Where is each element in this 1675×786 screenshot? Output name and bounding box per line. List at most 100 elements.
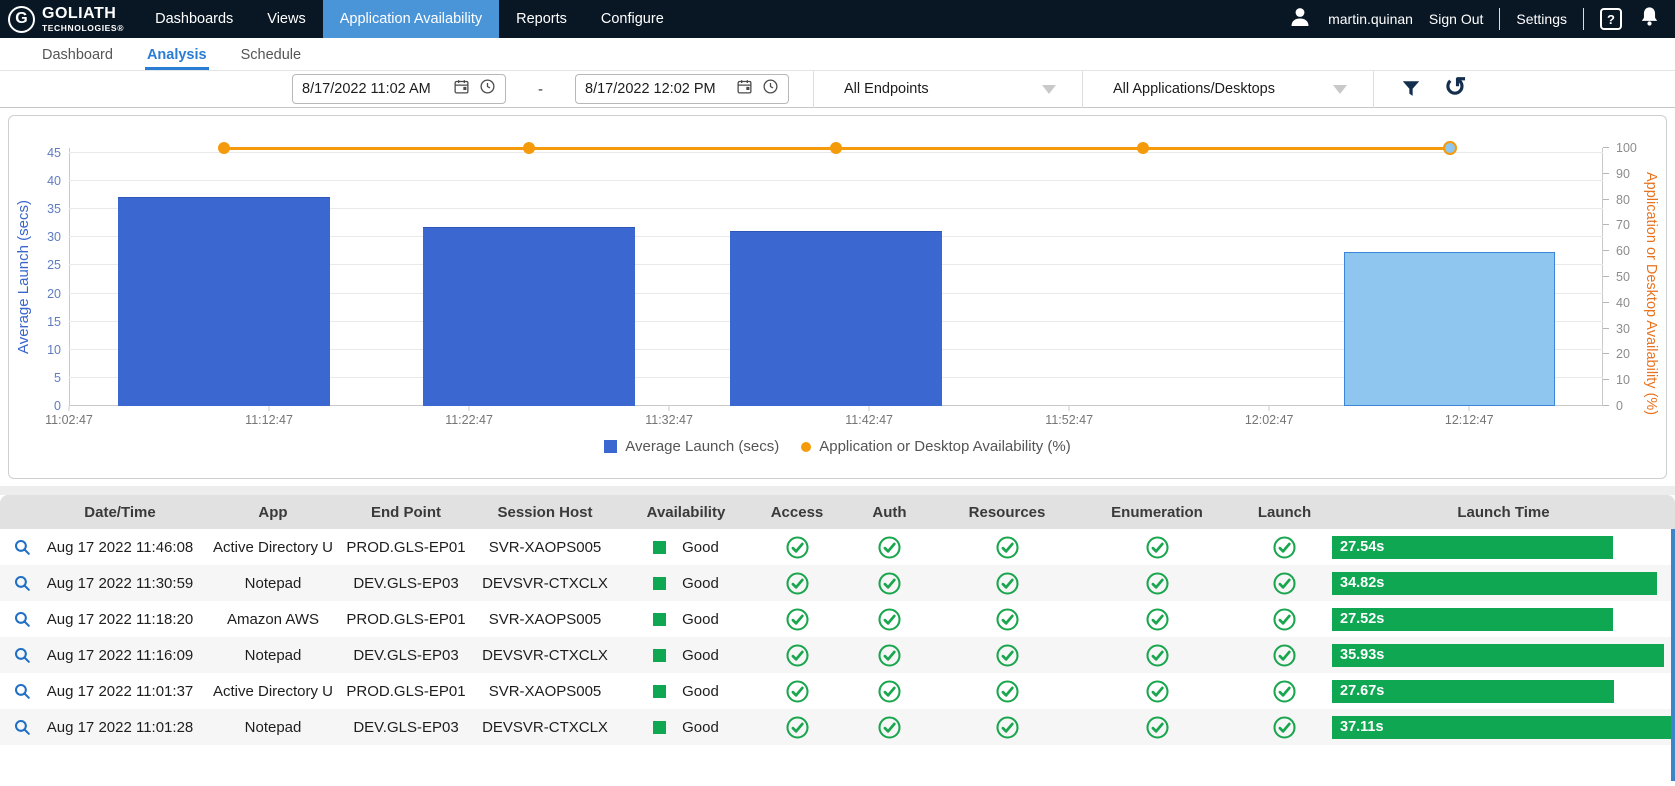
help-icon[interactable]: ? xyxy=(1600,8,1622,30)
goliath-monogram-icon: G xyxy=(8,5,35,33)
calendar-icon[interactable] xyxy=(736,78,753,100)
availability-point-4[interactable] xyxy=(1136,142,1149,154)
availability-point-2[interactable] xyxy=(523,142,536,154)
tab-analysis[interactable]: Analysis xyxy=(144,41,209,70)
cell-session-host: SVR-XAOPS005 xyxy=(488,610,602,628)
availability-point-1[interactable] xyxy=(217,142,230,154)
launch-time-value: 27.52s xyxy=(1340,611,1385,627)
row-detail-search-icon[interactable] xyxy=(0,538,36,557)
chart-bar-1[interactable] xyxy=(118,196,330,406)
applications-dropdown-value: All Applications/Desktops xyxy=(1113,81,1275,97)
start-datetime-input[interactable]: 8/17/2022 11:02 AM xyxy=(292,74,506,104)
cell-availability: Good xyxy=(620,611,752,628)
column-header-app[interactable]: App xyxy=(258,503,288,521)
row-detail-search-icon[interactable] xyxy=(0,610,36,629)
launch-time-bar: 34.82s xyxy=(1332,571,1658,595)
cell-availability: Good xyxy=(620,683,752,700)
column-header-access[interactable]: Access xyxy=(770,503,824,521)
cell-launch-time: 37.11s xyxy=(1332,715,1675,739)
x-axis-tick-label: 11:32:47 xyxy=(645,413,693,427)
cell-availability: Good xyxy=(620,647,752,664)
x-axis-tick-label: 11:02:47 xyxy=(45,413,93,427)
launch-time-value: 34.82s xyxy=(1340,575,1385,591)
chart-legend: Average Launch (secs) Application or Des… xyxy=(9,438,1666,455)
nav-item-dashboards[interactable]: Dashboards xyxy=(155,11,234,27)
column-header-availability[interactable]: Availability xyxy=(646,503,726,521)
nav-item-application-availability[interactable]: Application Availability xyxy=(322,0,500,38)
tab-dashboard[interactable]: Dashboard xyxy=(42,47,113,63)
clock-icon[interactable] xyxy=(762,78,779,100)
clock-icon[interactable] xyxy=(479,78,496,100)
cell-auth-check-icon xyxy=(842,715,937,740)
reset-filter-button[interactable]: ↺ xyxy=(1444,71,1467,102)
availability-status-text: Good xyxy=(682,682,719,700)
column-header-auth[interactable]: Auth xyxy=(872,503,907,521)
table-row: Aug 17 2022 11:18:20 Amazon AWS PROD.GLS-E… xyxy=(0,601,1675,637)
column-header-resources[interactable]: Resources xyxy=(968,503,1046,521)
table-scrollbar[interactable] xyxy=(1671,529,1675,781)
x-axis-tick xyxy=(668,406,670,411)
left-axis-tick-label: 5 xyxy=(54,370,61,385)
cell-endpoint: DEV.GLS-EP03 xyxy=(353,646,459,664)
cell-launch-check-icon xyxy=(1237,535,1332,560)
username: martin.quinan xyxy=(1328,11,1413,27)
launch-results-table: Date/Time App End Point Session Host Availab… xyxy=(0,495,1675,781)
tab-schedule[interactable]: Schedule xyxy=(240,47,302,63)
column-header-end-point[interactable]: End Point xyxy=(371,503,441,521)
x-axis-tick xyxy=(1068,406,1070,411)
start-datetime-value[interactable]: 8/17/2022 11:02 AM xyxy=(302,81,431,97)
x-axis-tick xyxy=(468,406,470,411)
cell-availability: Good xyxy=(620,719,752,736)
end-datetime-value[interactable]: 8/17/2022 12:02 PM xyxy=(585,81,716,97)
column-header-session-host[interactable]: Session Host xyxy=(497,503,593,521)
user-avatar-icon xyxy=(1288,5,1312,34)
endpoints-dropdown[interactable]: All Endpoints xyxy=(814,71,1082,108)
row-detail-search-icon[interactable] xyxy=(0,718,36,737)
chart-bar-5[interactable] xyxy=(1343,251,1556,406)
column-header-enumeration[interactable]: Enumeration xyxy=(1111,503,1203,521)
cell-app: Notepad xyxy=(244,646,302,664)
right-axis-tick-label: 50 xyxy=(1616,270,1630,284)
column-header-launch[interactable]: Launch xyxy=(1257,503,1312,521)
chart-bar-2[interactable] xyxy=(423,226,636,406)
x-axis-tick-label: 12:12:47 xyxy=(1444,413,1494,427)
apply-filter-button[interactable] xyxy=(1400,78,1422,100)
launch-time-value: 35.93s xyxy=(1340,647,1385,663)
left-axis-tick-label: 40 xyxy=(47,174,61,189)
nav-item-views[interactable]: Views xyxy=(267,11,306,27)
row-detail-search-icon[interactable] xyxy=(0,646,36,665)
applications-dropdown[interactable]: All Applications/Desktops xyxy=(1083,71,1373,108)
end-datetime-input[interactable]: 8/17/2022 12:02 PM xyxy=(575,74,789,104)
left-axis-tick-label: 25 xyxy=(47,258,61,273)
cell-datetime: Aug 17 2022 11:16:09 xyxy=(46,646,194,664)
left-axis-title: Average Launch (secs) xyxy=(15,200,32,354)
cell-endpoint: DEV.GLS-EP03 xyxy=(353,574,459,592)
cell-endpoint: PROD.GLS-EP01 xyxy=(346,682,466,700)
notifications-bell-icon[interactable] xyxy=(1638,5,1661,33)
top-navbar: G GOLIATH TECHNOLOGIES® Dashboards Views A… xyxy=(0,0,1675,38)
availability-status-text: Good xyxy=(682,610,719,628)
sign-out-link[interactable]: Sign Out xyxy=(1428,11,1484,27)
cell-access-check-icon xyxy=(752,679,842,704)
column-header-launch-time[interactable]: Launch Time xyxy=(1457,503,1550,521)
availability-point-5[interactable] xyxy=(1442,141,1457,155)
section-tabs: Dashboard Analysis Schedule xyxy=(0,38,1675,70)
nav-item-configure[interactable]: Configure xyxy=(600,11,664,27)
settings-link[interactable]: Settings xyxy=(1516,11,1567,27)
calendar-icon[interactable] xyxy=(453,78,470,100)
cell-launch-time: 35.93s xyxy=(1332,643,1675,667)
column-header-date-time[interactable]: Date/Time xyxy=(84,503,156,521)
row-detail-search-icon[interactable] xyxy=(0,574,36,593)
table-header-row: Date/Time App End Point Session Host Availab… xyxy=(0,495,1675,529)
right-axis-tick-label: 90 xyxy=(1616,166,1630,181)
nav-item-reports[interactable]: Reports xyxy=(516,11,567,27)
availability-point-3[interactable] xyxy=(830,142,842,154)
row-detail-search-icon[interactable] xyxy=(0,682,36,701)
cell-auth-check-icon xyxy=(842,643,937,668)
availability-status-square xyxy=(653,576,667,590)
chart-bar-3[interactable] xyxy=(730,230,942,406)
availability-status-square xyxy=(653,720,667,734)
left-axis-tick-label: 45 xyxy=(47,146,61,160)
cell-enumeration-check-icon xyxy=(1077,571,1237,596)
chevron-down-icon xyxy=(1042,84,1056,94)
